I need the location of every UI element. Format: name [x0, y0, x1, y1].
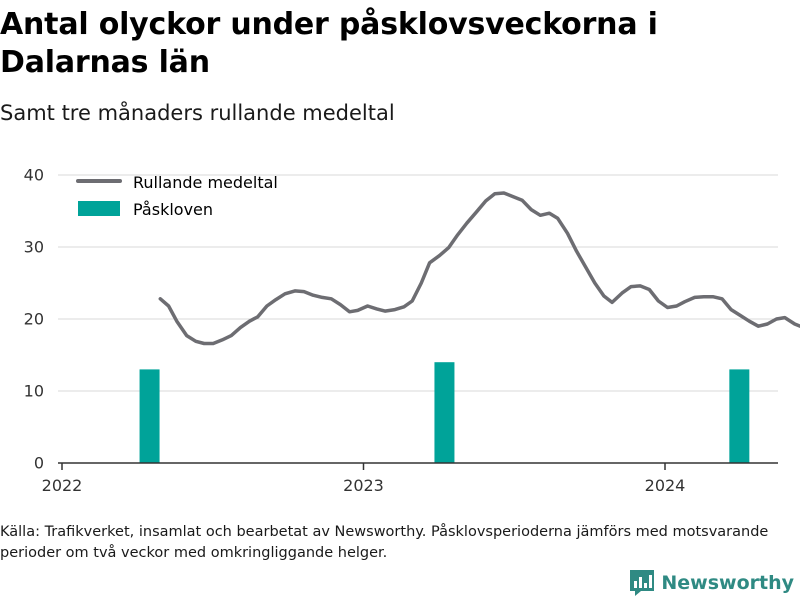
gridlines	[58, 174, 778, 392]
x-tick-label: 2022	[42, 476, 83, 495]
legend-label-line: Rullande medeltal	[133, 173, 278, 192]
y-tick-label: 10	[24, 382, 44, 401]
x-tick-label: 2023	[343, 476, 384, 495]
paskloven-bar	[729, 369, 750, 463]
y-axis-tick-labels: 0 10 20 30 40	[24, 166, 44, 473]
newsworthy-logo[interactable]: Newsworthy	[629, 568, 794, 598]
source-footnote: Källa: Trafikverket, insamlat och bearbe…	[0, 524, 769, 561]
y-tick-label: 30	[24, 238, 44, 257]
paskloven-bars	[139, 362, 750, 463]
legend-label-bar: Påskloven	[133, 200, 213, 219]
rolling-average-line	[158, 191, 800, 346]
chart-subtitle: Samt tre månaders rullande medeltal	[0, 101, 395, 125]
chart-title: Antal olyckor under påsklovsveckorna i D…	[0, 7, 658, 80]
y-tick-label: 0	[34, 454, 44, 473]
x-axis: 2022 2023 2024	[42, 462, 778, 495]
legend: Rullande medeltal Påskloven	[76, 173, 278, 219]
paskloven-bar	[434, 362, 455, 463]
y-tick-label: 40	[24, 166, 44, 185]
y-tick-label: 20	[24, 310, 44, 329]
bar-chart-logo-icon	[630, 570, 655, 596]
x-tick-label: 2024	[645, 476, 686, 495]
chart: 0 10 20 30 40 2022 2023 2024 Rullande medeltal…	[24, 166, 800, 495]
brand-name: Newsworthy	[661, 572, 794, 594]
legend-bar-swatch	[78, 201, 120, 216]
paskloven-bar	[139, 369, 160, 463]
rolling-average-line-group	[158, 191, 800, 346]
